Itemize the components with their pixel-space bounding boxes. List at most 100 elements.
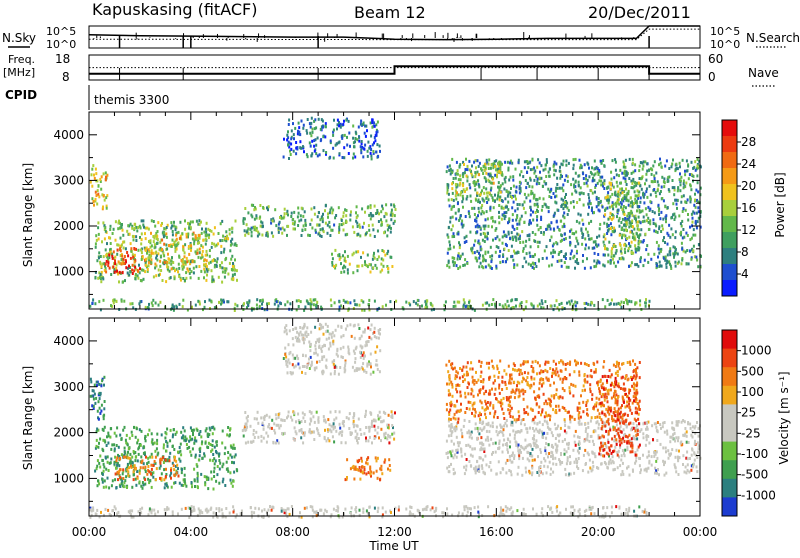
power-cell (667, 253, 669, 256)
power-cell (642, 209, 644, 212)
velocity-cell (122, 468, 124, 471)
velocity-cell (361, 465, 363, 468)
power-cell (373, 254, 375, 257)
power-cell (133, 238, 135, 241)
power-cell (377, 121, 379, 124)
power-cell (554, 201, 556, 204)
power-cell (390, 218, 392, 221)
power-cell (95, 168, 97, 171)
power-cell (116, 243, 118, 246)
velocity-cell (376, 359, 378, 362)
velocity-cell (365, 413, 367, 416)
power-cell (450, 173, 452, 176)
power-cell (485, 187, 487, 190)
power-cell (300, 147, 302, 150)
power-cell (537, 241, 539, 244)
power-cell (687, 213, 689, 216)
power-cell (448, 240, 450, 243)
velocity-cell (345, 441, 347, 444)
power-cell (336, 142, 338, 145)
power-cell (584, 267, 586, 270)
power-cell (143, 226, 145, 229)
velocity-cell (218, 459, 220, 462)
velocity-cell (348, 427, 350, 430)
velocity-cell (496, 430, 498, 433)
power-cell (637, 235, 639, 238)
power-cell (474, 171, 476, 174)
velocity-cell (121, 437, 123, 440)
power-cell (612, 258, 614, 261)
velocity-cell (266, 414, 268, 417)
velocity-cell (105, 486, 107, 489)
power-cell (640, 196, 642, 199)
power-cell (452, 224, 454, 227)
power-cell (507, 195, 509, 198)
power-cell (91, 173, 93, 176)
velocity-cell (358, 418, 360, 421)
power-cell (512, 175, 514, 178)
power-cell (570, 201, 572, 204)
power-cell (148, 303, 150, 306)
power-cell (453, 177, 455, 180)
velocity-cell (383, 435, 385, 438)
velocity-cell (669, 440, 671, 443)
power-cell (184, 228, 186, 231)
power-cell (479, 242, 481, 245)
power-cell (232, 262, 234, 265)
velocity-cell (191, 485, 193, 488)
velocity-cell (110, 461, 112, 464)
power-cell (452, 256, 454, 259)
power-cell (696, 212, 698, 215)
power-cell (512, 225, 514, 228)
power-colorbar-tick-label: 8 (741, 245, 749, 259)
velocity-cell (383, 419, 385, 422)
power-cell (539, 303, 541, 306)
power-cell (333, 129, 335, 132)
velocity-cell (214, 462, 216, 465)
power-cell (202, 239, 204, 242)
power-cell (307, 118, 309, 121)
power-cell (587, 163, 589, 166)
power-cell (593, 260, 595, 263)
power-cell (616, 173, 618, 176)
power-cell (498, 204, 500, 207)
power-cell (503, 248, 505, 251)
velocity-cell (116, 444, 118, 447)
power-cell (299, 140, 301, 143)
velocity-cell (333, 422, 335, 425)
power-cell (355, 137, 357, 140)
velocity-cell (293, 412, 295, 415)
power-cell (669, 250, 671, 253)
velocity-cell (379, 467, 381, 470)
power-cell (671, 163, 673, 166)
velocity-cell (144, 483, 146, 486)
power-cell (333, 224, 335, 227)
velocity-cell (139, 472, 141, 475)
power-cell (525, 211, 527, 214)
power-cell (619, 188, 621, 191)
velocity-cell (260, 416, 262, 419)
power-cell (692, 217, 694, 220)
power-cell (675, 163, 677, 166)
power-cell (620, 221, 622, 224)
velocity-cell (336, 348, 338, 351)
power-cell (641, 188, 643, 191)
velocity-cell (131, 431, 133, 434)
power-cell (544, 249, 546, 252)
power-cell (186, 236, 188, 239)
power-colorbar-swatch (722, 264, 737, 281)
power-cell (516, 264, 518, 267)
power-cell (674, 236, 676, 239)
power-cell (653, 174, 655, 177)
velocity-cell (102, 473, 104, 476)
power-cell (330, 304, 332, 307)
power-cell (95, 198, 97, 201)
power-cell (293, 137, 295, 140)
power-cell (510, 299, 512, 302)
power-cell (558, 259, 560, 262)
power-cell (681, 248, 683, 251)
power-cell (654, 211, 656, 214)
power-cell (510, 187, 512, 190)
velocity-cell (508, 469, 510, 472)
power-cell (132, 272, 134, 275)
